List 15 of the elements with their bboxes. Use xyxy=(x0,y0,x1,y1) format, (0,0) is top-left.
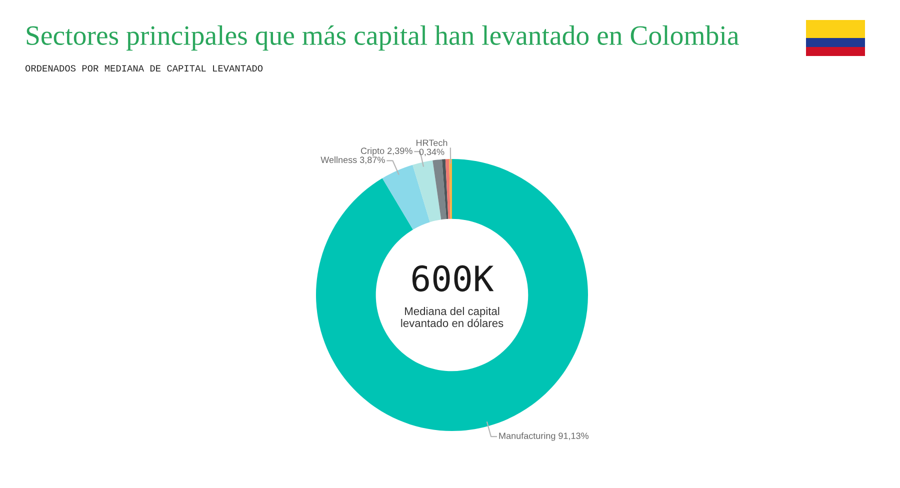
text: ORDENADOS POR MEDIANA DE CAPITAL LEVANTADO xyxy=(25,65,263,72)
data-label: 0,34% xyxy=(419,148,444,156)
donut-slice xyxy=(432,159,446,220)
donut-slice xyxy=(449,159,452,219)
chart-title: Sectores principales que más capital han levantado en Colombia xyxy=(26,25,739,51)
donut-slice xyxy=(382,164,430,230)
slice-label: HRTech xyxy=(416,139,448,146)
slice-label: Cripto 2,39% xyxy=(360,147,412,156)
slice-label: Manufacturing 91,13% xyxy=(499,432,589,441)
text: Mediana del capital levantado en dólares xyxy=(401,306,504,328)
donut-slice xyxy=(445,159,450,219)
slice-label: Wellness 3,87% xyxy=(320,156,385,164)
donut-slice xyxy=(412,160,442,222)
donut-slice xyxy=(442,159,448,220)
text: 600K xyxy=(412,265,494,292)
